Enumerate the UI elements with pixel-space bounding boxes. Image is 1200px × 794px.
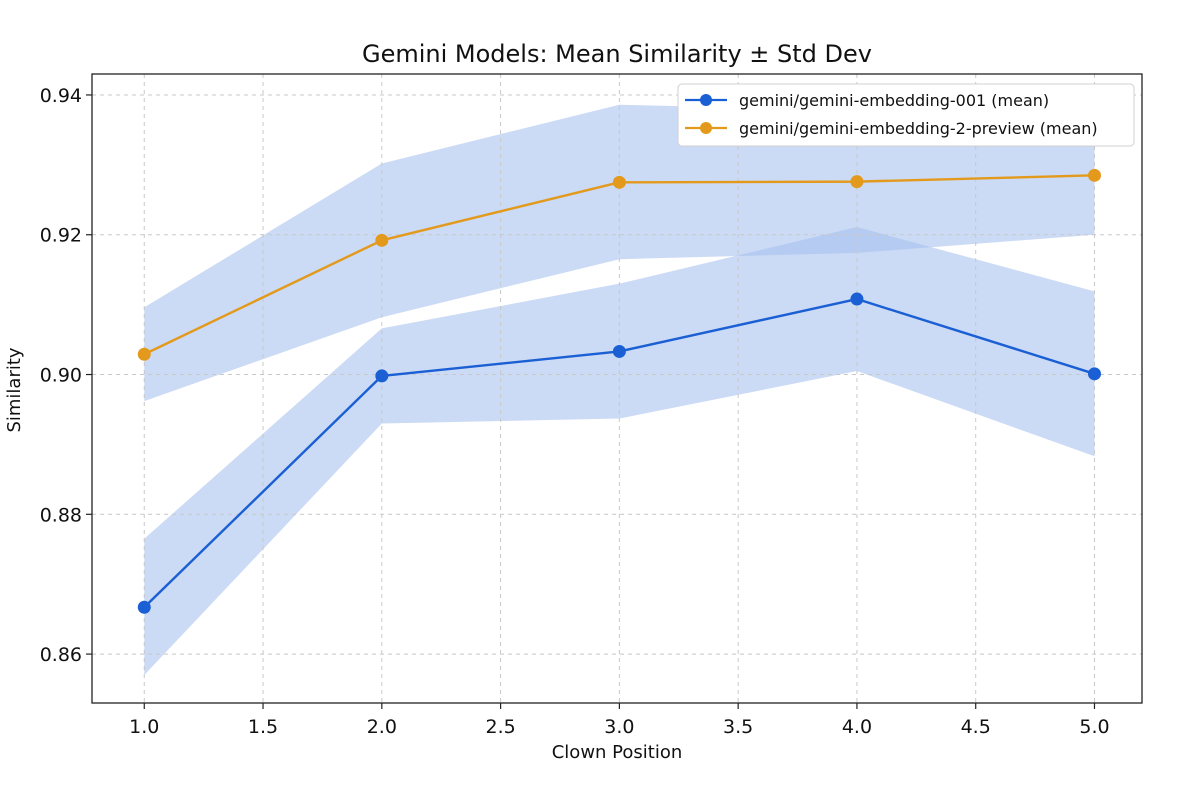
data-point-series-1-x2 <box>375 369 389 383</box>
x-tick-label: 2.5 <box>485 716 515 738</box>
legend-box <box>677 83 1135 147</box>
data-point-series-1-x5 <box>1087 367 1101 381</box>
legend: gemini/gemini-embedding-001 (mean) gemin… <box>677 83 1135 147</box>
data-point-series-2-x1 <box>137 347 151 361</box>
x-tick-label: 4.5 <box>961 716 991 738</box>
data-point-series-2-x4 <box>850 175 864 189</box>
legend-label-series-2: gemini/gemini-embedding-2-preview (mean) <box>739 119 1098 138</box>
chart-title: Gemini Models: Mean Similarity ± Std Dev <box>362 40 872 68</box>
data-point-series-2-x2 <box>375 233 389 247</box>
x-tick-label: 3.5 <box>723 716 753 738</box>
x-tick-label: 4.0 <box>842 716 872 738</box>
y-tick-label: 0.88 <box>40 504 82 526</box>
legend-label-series-1: gemini/gemini-embedding-001 (mean) <box>739 91 1049 110</box>
x-tick-label: 1.5 <box>248 716 278 738</box>
x-tick-label: 1.0 <box>129 716 159 738</box>
legend-marker-series-1 <box>700 94 712 106</box>
data-point-series-2-x3 <box>612 175 626 189</box>
x-axis-ticks: 1.0 1.5 2.0 2.5 3.0 3.5 4.0 4.5 5.0 <box>129 703 1110 738</box>
data-point-series-2-x5 <box>1087 168 1101 182</box>
y-tick-label: 0.94 <box>40 85 82 107</box>
y-axis-label: Similarity <box>4 347 25 432</box>
data-point-series-1-x3 <box>612 344 626 358</box>
x-tick-label: 2.0 <box>367 716 397 738</box>
y-axis-ticks: 0.86 0.88 0.90 0.92 0.94 <box>40 85 92 666</box>
y-tick-label: 0.86 <box>40 644 82 666</box>
series-points <box>137 168 1101 614</box>
plot-frame <box>91 73 1143 704</box>
x-tick-label: 5.0 <box>1079 716 1109 738</box>
x-tick-label: 3.0 <box>604 716 634 738</box>
y-tick-label: 0.90 <box>40 365 82 387</box>
y-tick-label: 0.92 <box>40 225 82 247</box>
data-point-series-1-x4 <box>850 292 864 306</box>
x-axis-label: Clown Position <box>552 742 683 763</box>
legend-marker-series-2 <box>700 122 712 134</box>
data-point-series-1-x1 <box>137 600 151 614</box>
